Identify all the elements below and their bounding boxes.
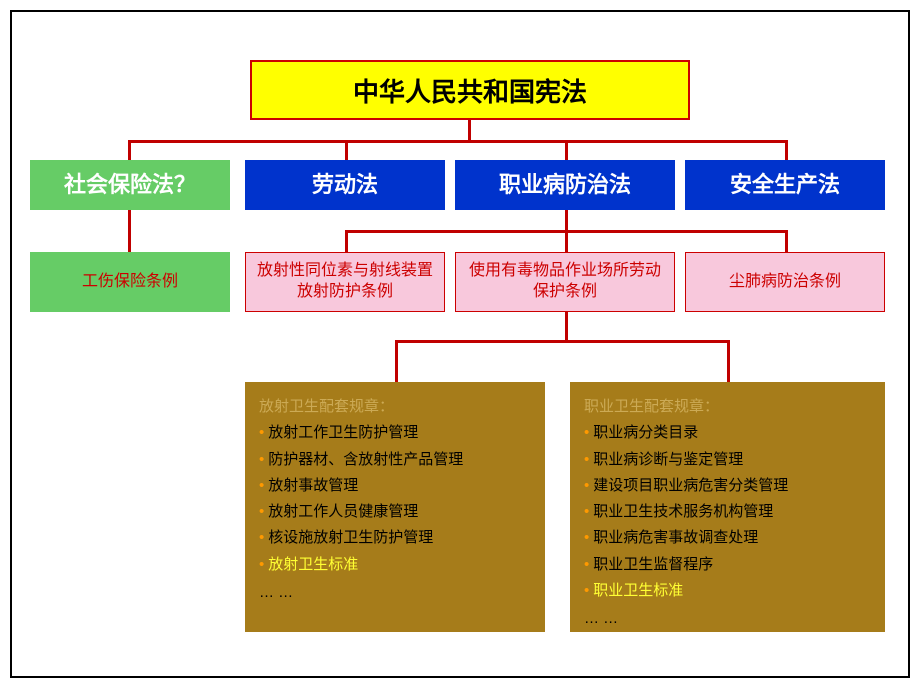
panel-item: •职业病诊断与鉴定管理 [584, 447, 871, 473]
panel-item: •职业卫生技术服务机构管理 [584, 499, 871, 525]
law-node-label: 安全生产法 [730, 171, 840, 200]
panel-item-label: 核设施放射卫生防护管理 [268, 529, 433, 546]
panel-ellipsis: … … [584, 606, 871, 632]
root-node: 中华人民共和国宪法 [250, 60, 690, 120]
law-node-label: 职业病防治法 [499, 171, 631, 200]
connector [128, 140, 131, 160]
reg-node-label: 尘肺病防治条例 [729, 272, 841, 293]
law-node-social: 社会保险法？ [30, 160, 230, 210]
panel-item: •放射工作卫生防护管理 [259, 420, 531, 446]
panel-item: •放射工作人员健康管理 [259, 499, 531, 525]
connector [565, 140, 568, 160]
panel-ellipsis: … … [259, 580, 531, 606]
panel-item-label: 职业卫生技术服务机构管理 [593, 503, 773, 520]
bullet-icon: • [584, 451, 589, 468]
bullet-icon: • [259, 556, 264, 573]
regulations-panel-0: 放射卫生配套规章：•放射工作卫生防护管理•防护器材、含放射性产品管理•放射事故管… [245, 382, 545, 632]
connector [565, 210, 568, 230]
bullet-icon: • [259, 424, 264, 441]
panel-item-label: 职业卫生监督程序 [593, 556, 713, 573]
panel-item: •职业卫生监督程序 [584, 552, 871, 578]
bullet-icon: • [259, 503, 264, 520]
connector [345, 230, 348, 252]
connector [565, 312, 568, 340]
root-label: 中华人民共和国宪法 [353, 72, 587, 109]
connector [727, 340, 730, 382]
connector [468, 120, 471, 140]
panel-item: •职业病危害事故调查处理 [584, 525, 871, 551]
bullet-icon: • [259, 529, 264, 546]
connector [345, 140, 348, 160]
law-node-safety: 安全生产法 [685, 160, 885, 210]
connector [785, 140, 788, 160]
law-node-labor: 劳动法 [245, 160, 445, 210]
bullet-icon: • [584, 477, 589, 494]
panel-title: 放射卫生配套规章： [259, 394, 531, 420]
panel-highlight: •放射卫生标准 [259, 552, 531, 578]
connector [565, 230, 568, 252]
panel-item: •放射事故管理 [259, 473, 531, 499]
panel-highlight-label: 放射卫生标准 [268, 556, 358, 573]
panel-highlight: •职业卫生标准 [584, 578, 871, 604]
bullet-icon: • [584, 582, 589, 599]
reg-node-injury: 工伤保险条例 [30, 252, 230, 312]
panel-item-label: 放射事故管理 [268, 477, 358, 494]
panel-item: •核设施放射卫生防护管理 [259, 525, 531, 551]
panel-item-label: 职业病诊断与鉴定管理 [593, 451, 743, 468]
law-node-occdis: 职业病防治法 [455, 160, 675, 210]
panel-item-label: 放射工作人员健康管理 [268, 503, 418, 520]
connector [395, 340, 730, 343]
panel-item-label: 建设项目职业病危害分类管理 [593, 477, 788, 494]
panel-item: •建设项目职业病危害分类管理 [584, 473, 871, 499]
panel-item-label: 防护器材、含放射性产品管理 [268, 451, 463, 468]
reg-node-radio: 放射性同位素与射线装置放射防护条例 [245, 252, 445, 312]
reg-node-label: 工伤保险条例 [82, 272, 178, 293]
reg-node-pneum: 尘肺病防治条例 [685, 252, 885, 312]
panel-item: •职业病分类目录 [584, 420, 871, 446]
bullet-icon: • [584, 529, 589, 546]
regulations-panel-1: 职业卫生配套规章：•职业病分类目录•职业病诊断与鉴定管理•建设项目职业病危害分类… [570, 382, 885, 632]
bullet-icon: • [584, 503, 589, 520]
bullet-icon: • [259, 477, 264, 494]
connector [128, 210, 131, 252]
reg-node-toxic: 使用有毒物品作业场所劳动保护条例 [455, 252, 675, 312]
panel-highlight-label: 职业卫生标准 [593, 582, 683, 599]
connector [395, 340, 398, 382]
panel-item-label: 职业病分类目录 [593, 424, 698, 441]
reg-node-label: 使用有毒物品作业场所劳动保护条例 [462, 261, 668, 303]
panel-title: 职业卫生配套规章： [584, 394, 871, 420]
panel-item: •防护器材、含放射性产品管理 [259, 447, 531, 473]
panel-item-label: 放射工作卫生防护管理 [268, 424, 418, 441]
bullet-icon: • [584, 556, 589, 573]
bullet-icon: • [259, 451, 264, 468]
bullet-icon: • [584, 424, 589, 441]
law-node-label: 劳动法 [312, 171, 378, 200]
reg-node-label: 放射性同位素与射线装置放射防护条例 [252, 261, 438, 303]
connector [128, 140, 788, 143]
law-node-label: 社会保险法？ [64, 171, 196, 200]
connector [785, 230, 788, 252]
panel-item-label: 职业病危害事故调查处理 [593, 529, 758, 546]
